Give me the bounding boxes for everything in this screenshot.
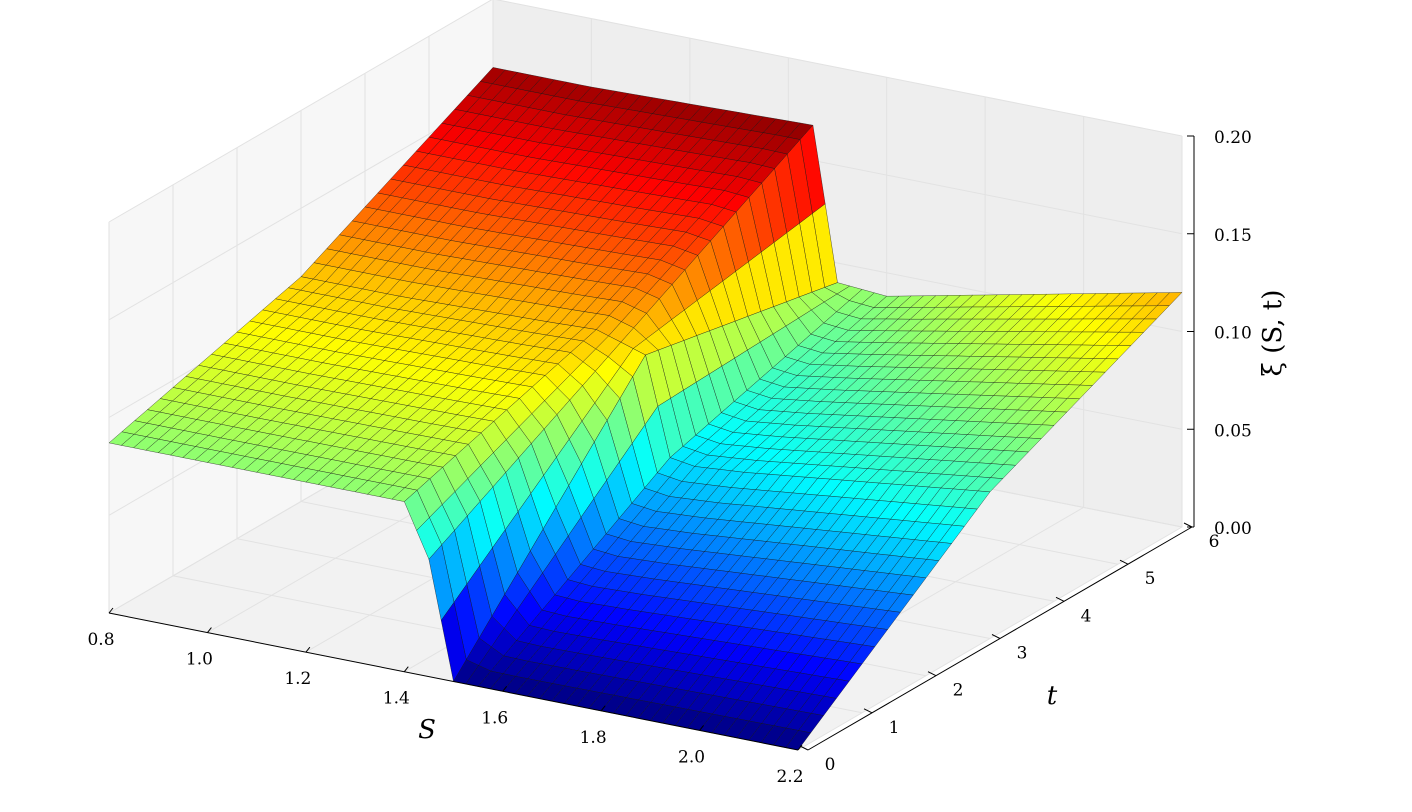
z-tick-label: 0.20 <box>1214 128 1252 148</box>
x-tick-label: 2.2 <box>776 767 803 787</box>
y-tick-mark <box>863 708 873 714</box>
x-axis-line <box>108 612 799 751</box>
y-tick-mark <box>1183 522 1193 528</box>
y-tick-label: 6 <box>1209 532 1220 552</box>
x-tick-mark <box>305 646 311 653</box>
x-tick-label: 1.4 <box>383 689 410 709</box>
x-tick-mark <box>797 744 803 751</box>
y-axis-title: t <box>1047 681 1058 711</box>
y-tick-label: 1 <box>889 718 900 738</box>
z-tick-label: 0.10 <box>1214 324 1252 344</box>
x-tick-mark <box>403 666 409 673</box>
x-tick-mark <box>699 725 704 731</box>
y-tick-mark <box>927 671 937 677</box>
y-tick-mark <box>991 634 1001 639</box>
y-tick-label: 0 <box>825 755 836 775</box>
y-tick-mark <box>1055 596 1065 602</box>
y-tick-label: 2 <box>953 681 964 701</box>
surface-mesh <box>108 67 1183 751</box>
x-axis-title: S <box>418 715 436 745</box>
z-tick-label: 0.05 <box>1214 421 1252 441</box>
z-tick-label: 0.15 <box>1214 226 1252 246</box>
x-tick-mark <box>600 705 606 712</box>
z-tick-label: 0.00 <box>1214 519 1252 539</box>
y-tick-mark <box>1119 559 1129 565</box>
y-tick-label: 3 <box>1017 644 1028 664</box>
x-tick-label: 1.2 <box>284 669 311 689</box>
grid-line-z <box>108 0 1183 223</box>
x-tick-mark <box>502 685 508 692</box>
x-tick-label: 1.6 <box>481 708 508 728</box>
x-tick-label: 1.0 <box>186 650 213 670</box>
y-tick-mark <box>799 745 809 751</box>
x-tick-label: 2.0 <box>678 747 705 767</box>
x-tick-mark <box>108 607 114 614</box>
x-tick-label: 0.8 <box>87 630 114 650</box>
x-tick-label: 1.8 <box>580 728 607 748</box>
z-axis-title: ξ (S, t) <box>1258 290 1288 377</box>
axis-ticks: 0.8 1.0 1.2 1.4 1.6 1.8 2.0 2.2 0 1 2 3 4 5 60.00 0.05 0… <box>87 128 1251 787</box>
x-tick-mark <box>207 627 212 633</box>
y-tick-label: 5 <box>1145 569 1156 589</box>
y-tick-label: 4 <box>1081 606 1092 626</box>
